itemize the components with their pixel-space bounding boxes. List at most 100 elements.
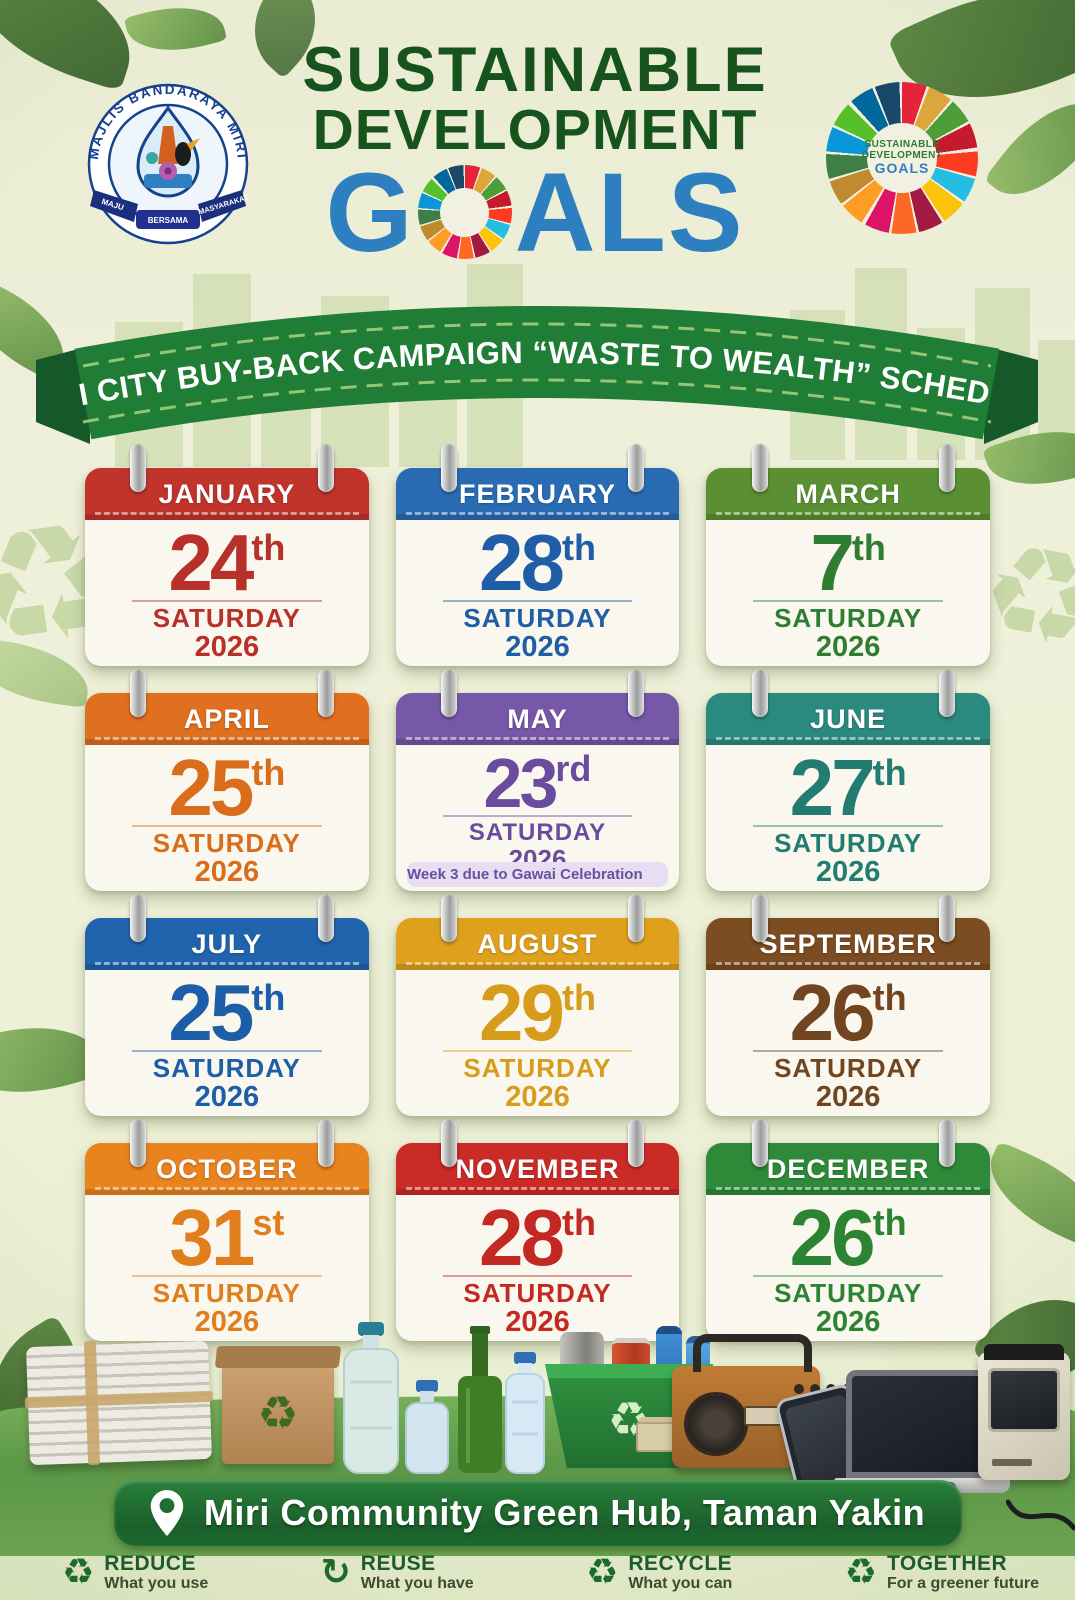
hornbill-emblem [175,142,191,166]
date-ordinal: th [251,527,286,568]
binder-ring [317,1119,334,1167]
poster-title: SUSTAINABLE DEVELOPMENT G ALS [255,35,815,275]
month-card-august: AUGUST 29th SATURDAY 2026 [395,894,680,1116]
month-name: AUGUST [477,928,598,959]
month-card-december: DECEMBER 26th SATURDAY 2026 [706,1119,990,1341]
plastic-bottle [358,1322,384,1336]
title-line-1: SUSTAINABLE [302,35,768,105]
date: 26th [716,973,980,1053]
date-ordinal: th [251,977,286,1018]
goals-letters-als: ALS [514,149,745,275]
date-ordinal: th [561,977,596,1018]
map-pin-icon [150,1490,184,1536]
binder-ring [130,894,147,942]
date: 29th [406,973,670,1053]
month-name: FEBRUARY [458,478,616,509]
binder-ring [751,444,768,492]
divider [442,599,633,602]
recycle-icon: ♻ [844,1551,877,1593]
footer-title: REDUCE [104,1552,196,1575]
month-card-september: SEPTEMBER 26th SATURDAY 2026 [706,894,990,1118]
year-label: 2026 [505,1305,570,1338]
date-number: 25 [168,743,254,832]
sdg-goals-logo: SUSTAINABLE DEVELOPMENT GOALS [826,82,978,234]
seahorse-emblem [146,152,158,164]
year-label: 2026 [505,1080,570,1113]
divider [753,824,944,827]
leaf-decoration [983,80,1075,218]
year-label: 2026 [815,1080,881,1113]
sdg-logo-line3: GOALS [874,160,930,177]
day-label: SATURDAY [152,1052,301,1083]
binder-ring [751,894,768,942]
date-ordinal: th [851,527,886,568]
date: 24th [95,523,359,603]
footer-item-together: ♻ TOGETHER For a greener future [845,1552,1039,1593]
binder-ring [628,669,645,717]
month-body: 25th SATURDAY 2026 [85,970,369,1118]
plastic-bottle [514,1352,536,1364]
day-label: SATURDAY [774,827,923,858]
footer-item-reduce: ♻ REDUCE What you use [62,1552,208,1593]
binder-ring [130,669,147,717]
binder-ring [441,669,458,717]
binder-ring [441,444,458,492]
month-card-january: JANUARY 24th SATURDAY 2026 [85,444,369,666]
divider [442,1274,633,1277]
binder-ring [441,1119,458,1167]
disk-slot [992,1459,1032,1466]
binder-ring [938,894,955,942]
month-body: 7th SATURDAY 2026 [706,520,990,668]
year-label: 2026 [194,630,260,663]
divider [131,1274,322,1277]
month-card-march: MARCH 7th SATURDAY 2026 [706,444,990,668]
date: 28th [406,1198,670,1278]
binder-ring [317,444,334,492]
month-name: JUNE [810,703,887,734]
binder-ring [130,1119,147,1167]
footer-title: RECYCLE [628,1552,733,1575]
month-body: 26th SATURDAY 2026 [706,970,990,1118]
month-body: 27th SATURDAY 2026 [706,745,990,893]
date-ordinal: rd [555,748,592,789]
gawai-note: Week 3 due to Gawai Celebration [407,862,668,887]
sdg-logo-line1: SUSTAINABLE [864,139,940,151]
month-name: MAY [507,703,568,734]
sdg-color-wheel-icon [826,82,978,234]
binder-ring [317,894,334,942]
date: 25th [95,973,359,1053]
divider [442,1049,633,1052]
date-number: 26 [789,1193,876,1282]
miri-city-council-logo: MAJLIS BANDARAYA MIRI MAJU BERSAMA MASYA… [86,82,250,245]
day-label: SATURDAY [463,1277,612,1308]
year-label: 2026 [194,1080,260,1113]
date-number: 27 [789,743,876,832]
circular-arrow-icon: ↻ [320,1551,351,1593]
month-card-february: FEBRUARY 28th SATURDAY 2026 [395,444,680,666]
oil-derrick-emblem [158,126,178,164]
footer-subtitle: For a greener future [886,1575,1039,1593]
leaf-decoration [123,0,228,63]
month-body: 31st SATURDAY 2026 [85,1195,369,1343]
plastic-bottle [416,1380,438,1392]
footer-subtitle: What you can [628,1575,733,1593]
date: 27th [716,748,980,828]
title-line-2: DEVELOPMENT [312,97,758,162]
calendar-grid: JANUARY 24th SATURDAY 2026 FEBRUARY 28th… [85,444,990,1343]
binder-ring [751,669,768,717]
month-name: JULY [191,928,263,959]
old-computer [978,1344,1070,1480]
year-label: 2026 [815,855,881,888]
divider [753,599,944,602]
campaign-banner-ribbon: MIRI CITY BUY-BACK CAMPAIGN “WASTE TO WE… [28,282,1038,444]
radio-speaker [684,1392,748,1456]
binder-ring [628,894,645,942]
date: 26th [716,1198,980,1278]
goals-letter-g: G [325,149,415,275]
month-card-june: JUNE 27th SATURDAY 2026 [706,669,990,893]
divider [131,824,322,827]
location-bar: Miri Community Green Hub, Taman Yakin [113,1480,962,1546]
binder-ring [628,1119,645,1167]
date-number: 29 [479,968,565,1057]
